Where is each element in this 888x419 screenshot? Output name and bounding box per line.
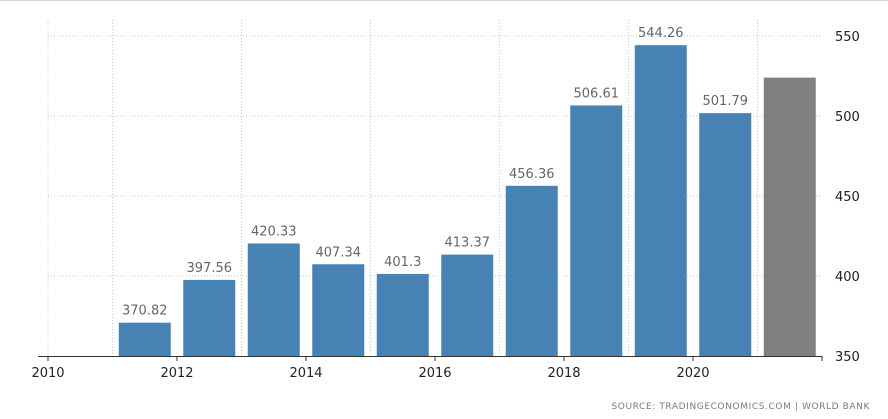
x-tick-label: 2012 <box>160 366 193 381</box>
bar-value-label: 544.26 <box>638 26 684 41</box>
bar <box>441 254 494 356</box>
bar-value-label: 413.37 <box>445 236 491 251</box>
bar-value-label: 456.36 <box>509 167 555 182</box>
bar <box>376 273 429 356</box>
y-tick-label: 350 <box>835 350 860 365</box>
y-tick-label: 550 <box>835 30 860 45</box>
bar <box>570 105 623 356</box>
bar <box>183 279 236 356</box>
bar-value-label: 370.82 <box>122 304 168 319</box>
bar-value-label: 420.33 <box>251 224 297 239</box>
y-tick-label: 450 <box>835 190 860 205</box>
bar-value-label: 401.3 <box>384 255 421 270</box>
x-tick-label: 2018 <box>547 366 580 381</box>
bar-value-label: 397.56 <box>187 261 233 276</box>
bar <box>699 113 752 356</box>
source-caption: SOURCE: TRADINGECONOMICS.COM | WORLD BAN… <box>611 402 870 412</box>
bar <box>505 185 558 356</box>
bar <box>312 264 365 356</box>
bar-value-label: 506.61 <box>574 86 620 101</box>
bar <box>247 243 300 356</box>
y-tick-label: 400 <box>835 270 860 285</box>
x-tick-label: 2014 <box>289 366 322 381</box>
bar <box>634 45 687 357</box>
y-tick-label: 500 <box>835 110 860 125</box>
bar-value-label: 501.79 <box>703 94 749 109</box>
x-tick-label: 2016 <box>418 366 451 381</box>
x-tick-label: 2010 <box>31 366 64 381</box>
bar-value-label: 407.34 <box>316 245 362 260</box>
forecast-bar <box>763 77 816 356</box>
top-divider <box>0 0 888 1</box>
x-tick-label: 2020 <box>676 366 709 381</box>
bar <box>118 322 171 356</box>
